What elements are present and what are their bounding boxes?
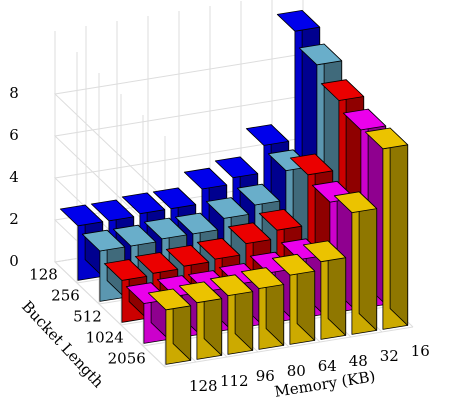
- bar: [333, 191, 378, 335]
- bar-top: [302, 240, 347, 263]
- grid-line: [53, 53, 304, 200]
- bar-top: [364, 127, 409, 150]
- y-tick-label: 128: [29, 266, 58, 284]
- bar-top: [152, 187, 197, 210]
- bar-top: [165, 244, 210, 267]
- bar-top: [90, 199, 135, 222]
- bar-top: [59, 204, 104, 227]
- bar: [81, 229, 126, 302]
- z-tick-label: 0: [9, 252, 19, 270]
- bar-top: [214, 156, 259, 179]
- bar: [103, 259, 148, 323]
- bar: [147, 288, 192, 365]
- bar: [178, 281, 223, 360]
- bar-top: [143, 217, 188, 240]
- bar-top: [209, 274, 254, 297]
- bar-top: [240, 267, 285, 289]
- bar-top: [333, 191, 378, 214]
- bar-top: [289, 153, 334, 176]
- bar-top: [245, 124, 290, 146]
- x-tick-label: 80: [287, 362, 306, 380]
- bar-top: [236, 183, 281, 206]
- z-tick-label: 8: [9, 84, 19, 102]
- x-tick-label: 16: [411, 342, 430, 360]
- bar-top: [174, 212, 219, 235]
- y-tick-label: 256: [51, 287, 80, 305]
- bar-side: [389, 127, 409, 326]
- bar-side: [358, 191, 378, 331]
- bar: [302, 240, 347, 340]
- bar-top: [258, 208, 303, 231]
- x-tick-label: 96: [256, 367, 275, 385]
- x-tick-label: 112: [220, 372, 249, 390]
- bar: [364, 127, 409, 330]
- x-tick-label: 64: [318, 357, 337, 375]
- bar-top: [227, 222, 272, 245]
- y-tick-label: 1024: [86, 329, 124, 347]
- floor-line: [164, 326, 414, 368]
- z-tick-label: 6: [9, 126, 19, 144]
- bar: [240, 267, 285, 350]
- bar-top: [134, 252, 179, 274]
- bar-top: [196, 237, 241, 260]
- bar: [271, 253, 316, 345]
- y-tick-label: 512: [73, 308, 102, 326]
- bar-top: [112, 224, 157, 247]
- x-tick-label: 32: [380, 347, 399, 365]
- y-tick-label: 2056: [108, 350, 146, 368]
- bar-top: [271, 253, 316, 276]
- bar-top: [121, 192, 166, 215]
- z-tick-label: 4: [9, 168, 19, 186]
- bar-top: [147, 288, 192, 311]
- grid-line: [53, 95, 304, 242]
- bar-top: [205, 197, 250, 219]
- x-tick-label: 48: [349, 352, 368, 370]
- bar-top: [81, 229, 126, 252]
- bar-top: [183, 167, 228, 190]
- bar-top: [342, 108, 387, 131]
- bar-top: [103, 259, 148, 281]
- bar-top: [320, 79, 365, 101]
- bar-top: [276, 9, 321, 32]
- bar: [209, 274, 254, 355]
- x-tick-label: 128: [189, 377, 218, 395]
- bar-top: [298, 43, 343, 66]
- z-tick-label: 2: [9, 210, 19, 228]
- bar-top: [178, 281, 223, 304]
